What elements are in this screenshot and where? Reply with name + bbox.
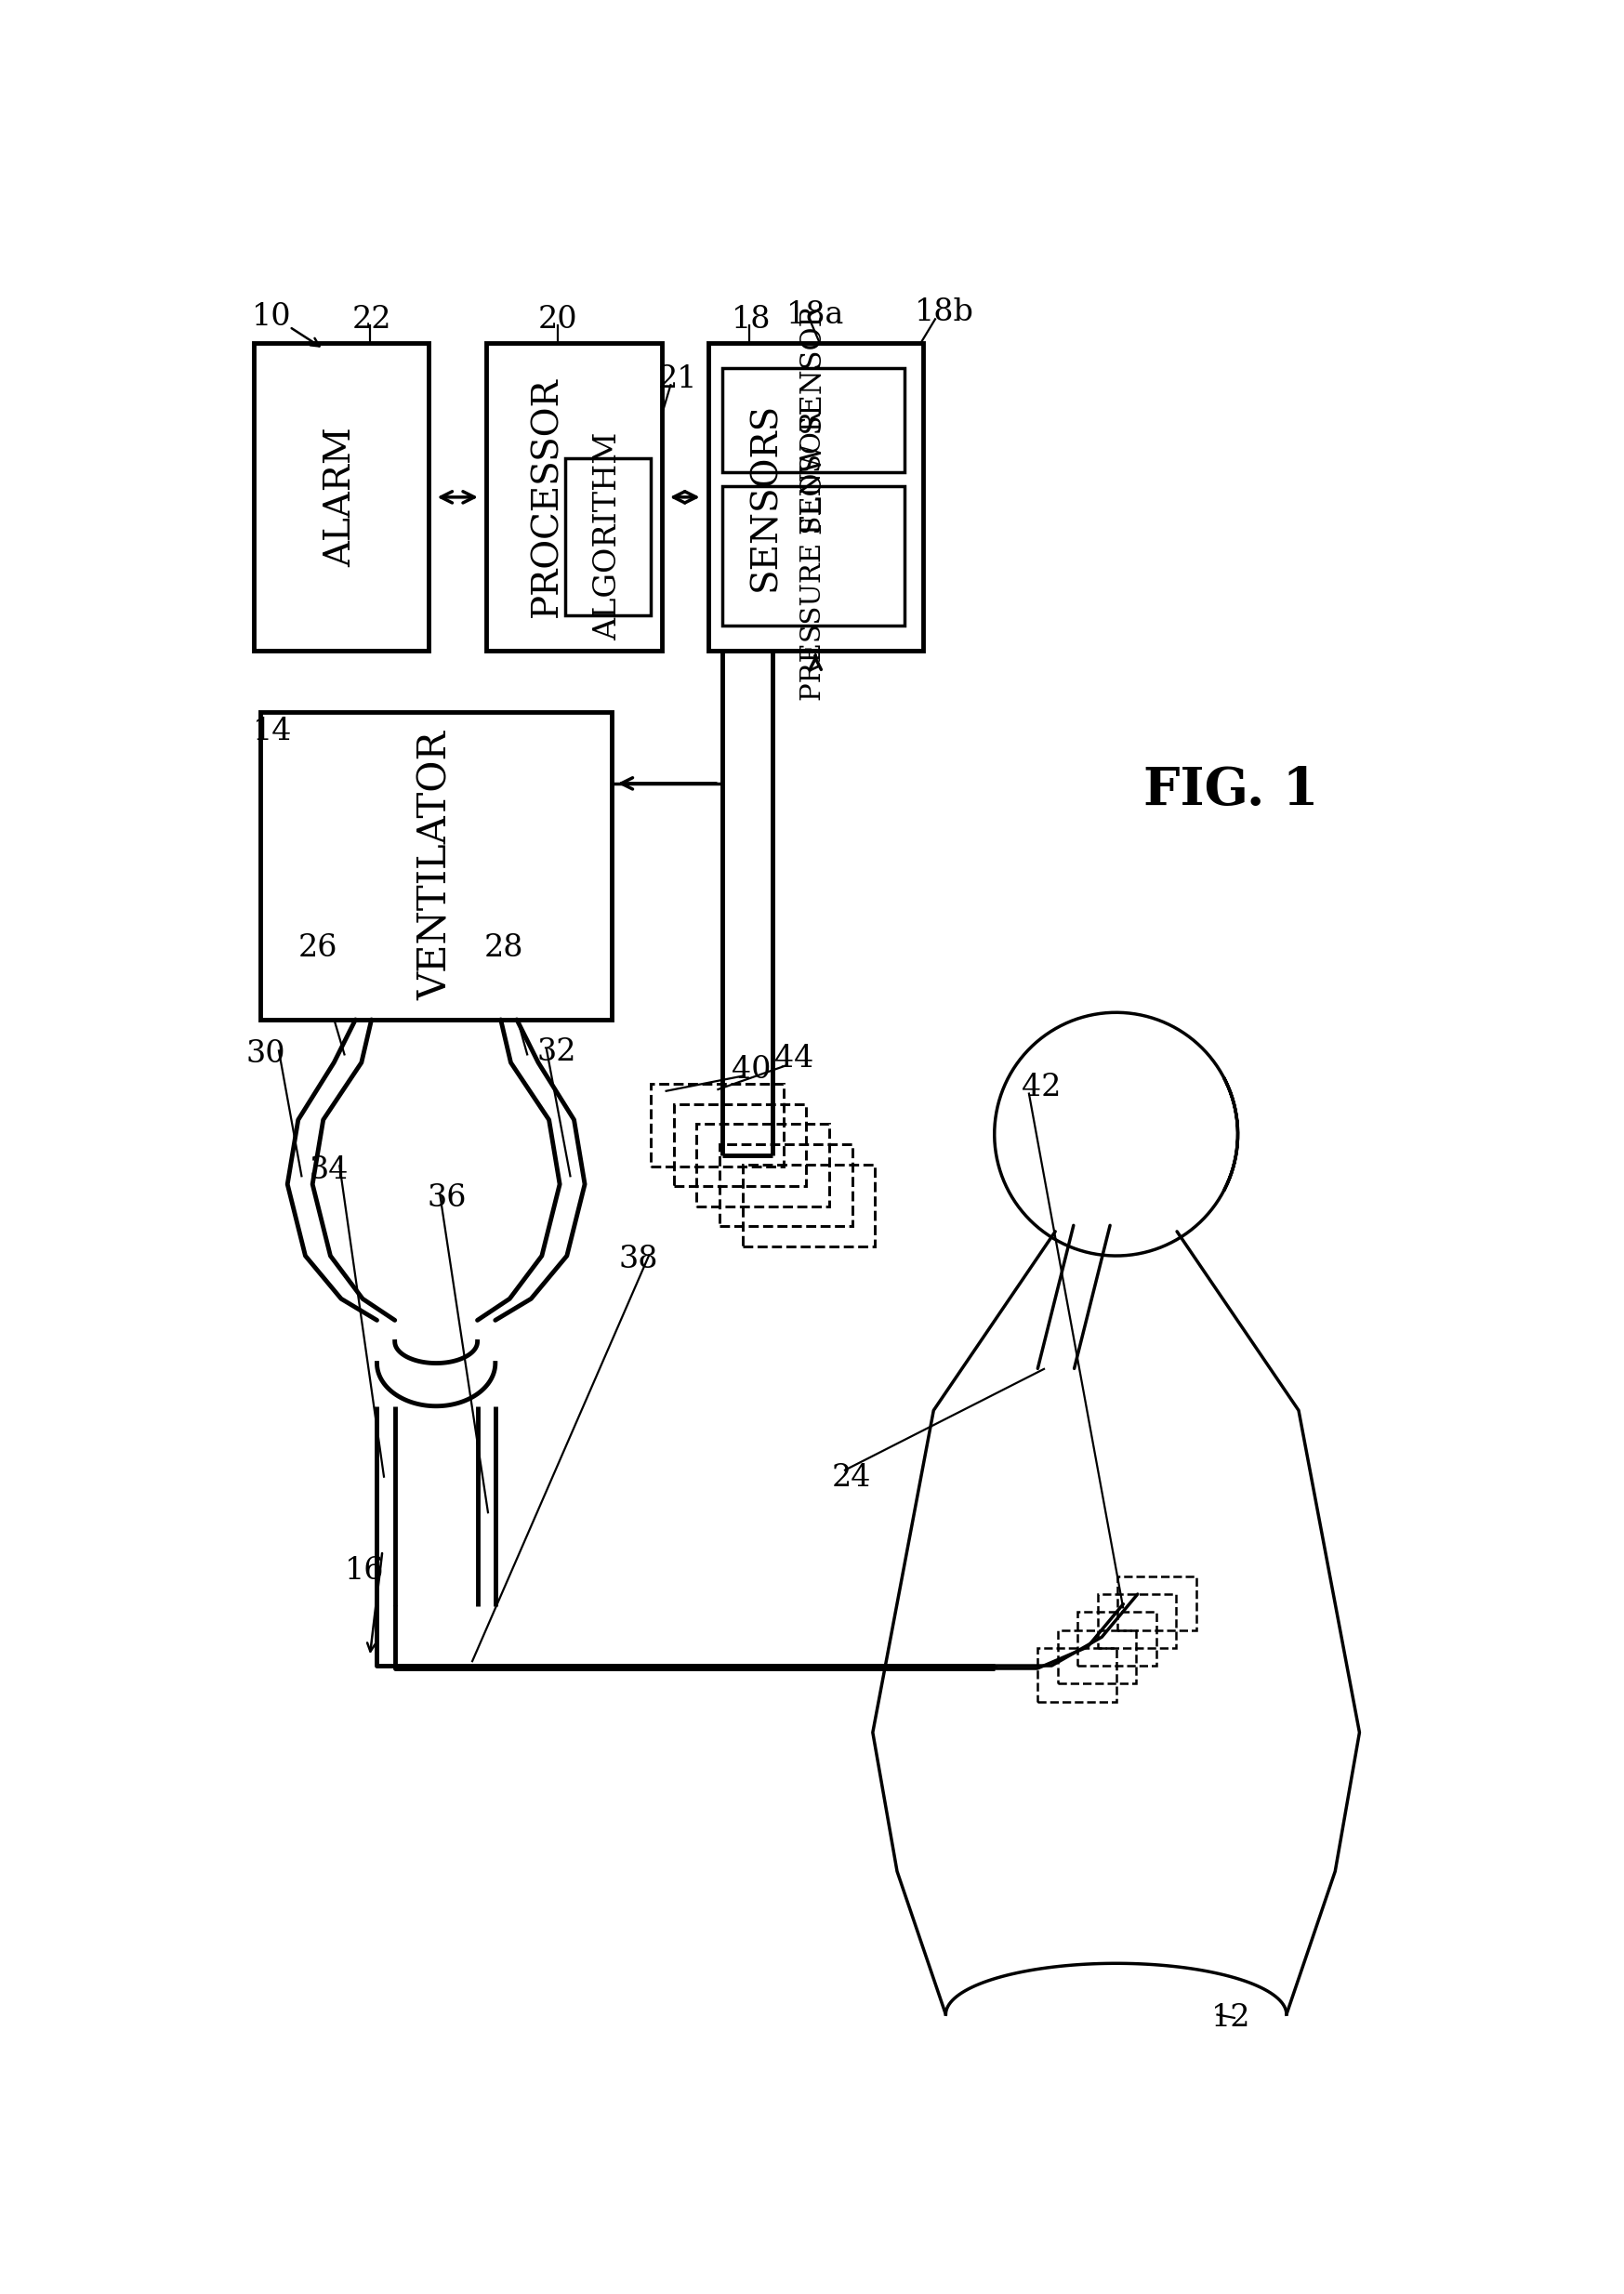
Bar (261, 711, 612, 1019)
Bar (651, 1085, 783, 1165)
Text: ALGORITHM: ALGORITHM (593, 431, 622, 640)
Text: 44: 44 (775, 1044, 814, 1074)
Bar (719, 1145, 853, 1227)
Text: 20: 20 (538, 305, 578, 335)
Bar (565, 459, 651, 615)
Bar (1117, 1576, 1197, 1631)
Text: 14: 14 (253, 718, 292, 748)
Text: 32: 32 (536, 1037, 577, 1067)
Text: 16: 16 (344, 1555, 385, 1585)
Bar (1038, 1647, 1116, 1702)
Text: 28: 28 (484, 934, 525, 963)
Bar (697, 1124, 830, 1207)
Text: ALARM: ALARM (325, 427, 359, 567)
Text: PRESSURE SENSOR: PRESSURE SENSOR (801, 411, 827, 702)
Text: 26: 26 (299, 934, 338, 963)
Text: VENTILATOR: VENTILATOR (417, 732, 456, 1000)
Text: 18a: 18a (786, 301, 844, 330)
Text: 18b: 18b (914, 298, 974, 328)
Bar (723, 369, 905, 473)
Text: 38: 38 (619, 1246, 658, 1273)
Text: 36: 36 (427, 1184, 466, 1214)
Text: 12: 12 (1212, 2003, 1250, 2032)
Text: FLOW SENSOR: FLOW SENSOR (799, 305, 828, 535)
Bar (674, 1103, 806, 1186)
Text: SENSORS: SENSORS (749, 404, 783, 592)
Bar (253, 344, 429, 651)
Bar (742, 1163, 875, 1246)
Bar (708, 344, 922, 651)
Text: FIG. 1: FIG. 1 (1143, 764, 1319, 817)
Text: 42: 42 (1021, 1074, 1060, 1103)
Bar (723, 486, 905, 626)
Bar (1098, 1594, 1176, 1647)
Text: 10: 10 (252, 303, 291, 333)
Text: 34: 34 (309, 1156, 349, 1184)
Text: 30: 30 (245, 1039, 286, 1069)
Bar (486, 344, 661, 651)
Text: 18: 18 (731, 305, 771, 335)
Text: 40: 40 (731, 1055, 771, 1085)
Text: 24: 24 (831, 1464, 870, 1493)
Bar (1077, 1613, 1156, 1665)
Text: PROCESSOR: PROCESSOR (531, 376, 565, 617)
Bar (1057, 1631, 1137, 1684)
Text: 21: 21 (658, 365, 698, 395)
Text: 22: 22 (352, 305, 391, 335)
